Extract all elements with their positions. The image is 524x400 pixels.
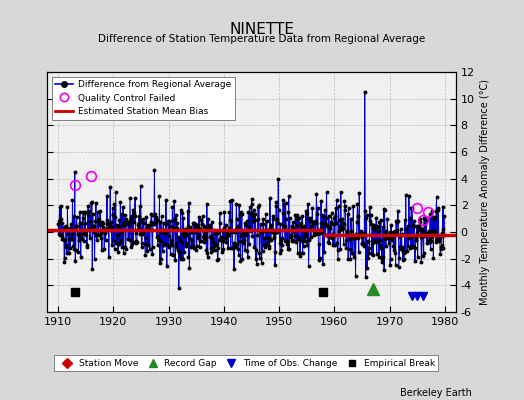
Legend: Station Move, Record Gap, Time of Obs. Change, Empirical Break: Station Move, Record Gap, Time of Obs. C… <box>54 355 438 372</box>
Legend: Difference from Regional Average, Quality Control Failed, Estimated Station Mean: Difference from Regional Average, Qualit… <box>52 76 235 120</box>
Y-axis label: Monthly Temperature Anomaly Difference (°C): Monthly Temperature Anomaly Difference (… <box>481 79 490 305</box>
Text: Berkeley Earth: Berkeley Earth <box>400 388 472 398</box>
Text: NINETTE: NINETTE <box>230 22 294 37</box>
Text: Difference of Station Temperature Data from Regional Average: Difference of Station Temperature Data f… <box>99 34 425 44</box>
